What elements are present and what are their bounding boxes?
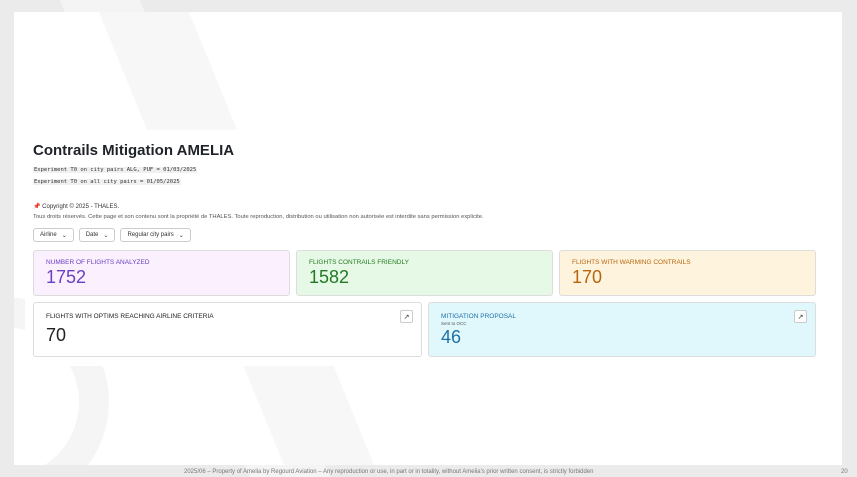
kpi-flights-analyzed: Number of flights analyzed 1752 <box>33 250 290 296</box>
kpi-mitigation-proposal: Mitigation proposal Sent to OCC 46 ↗ <box>428 302 816 357</box>
expand-arrow-icon[interactable]: ↗ <box>794 310 807 323</box>
filter-label: Date <box>85 232 99 238</box>
copyright-text: Copyright © 2025 - THALES. <box>42 204 120 210</box>
kpi-value: 1752 <box>46 267 87 287</box>
kpi-value: 70 <box>46 325 67 345</box>
kpi-sublabel: Sent to OCC <box>441 321 467 326</box>
page-number: 20 <box>841 469 848 475</box>
filter-city-pairs[interactable]: Regular city pairs ⌄ <box>120 228 191 242</box>
filter-airline[interactable]: Airline ⌄ <box>33 228 74 242</box>
filter-date[interactable]: Date ⌄ <box>78 228 116 242</box>
kpi-value: 170 <box>572 267 603 287</box>
experiment-note: Experiment T0 on city pairs ALG, PUF = 0… <box>33 167 198 173</box>
page-title: Contrails Mitigation AMELIA <box>33 142 235 159</box>
chevron-down-icon: ⌄ <box>178 232 184 239</box>
filters: Airline ⌄ Date ⌄ Regular city pairs ⌄ <box>33 228 191 242</box>
kpi-label: Flights with optims reaching airline cri… <box>46 313 214 320</box>
copyright: 📌 Copyright © 2025 - THALES. <box>33 203 119 210</box>
kpi-label: Flights contrails friendly <box>309 259 409 266</box>
experiment-note: Experiment T0 on all city pairs = 01/05/… <box>33 179 181 185</box>
pushpin-icon: 📌 <box>33 204 41 210</box>
filter-label: Airline <box>40 232 57 238</box>
kpi-optims-criteria: Flights with optims reaching airline cri… <box>33 302 422 357</box>
kpi-label: Mitigation proposal <box>441 313 517 320</box>
footer-notice: 2025/06 – Property of Amelia by Regourd … <box>184 469 594 475</box>
kpi-value: 1582 <box>309 267 350 287</box>
rights-notice: Tous droits réservés. Cette page et son … <box>33 214 484 220</box>
kpi-label: Number of flights analyzed <box>46 259 150 266</box>
kpi-warming-contrails: Flights with warming contrails 170 <box>559 250 816 296</box>
chevron-down-icon: ⌄ <box>103 232 109 239</box>
chevron-down-icon: ⌄ <box>61 232 67 239</box>
expand-arrow-icon[interactable]: ↗ <box>400 310 413 323</box>
kpi-label: Flights with warming contrails <box>572 259 691 266</box>
kpi-value: 46 <box>441 327 462 347</box>
filter-label: Regular city pairs <box>127 232 174 238</box>
kpi-contrails-friendly: Flights contrails friendly 1582 <box>296 250 553 296</box>
